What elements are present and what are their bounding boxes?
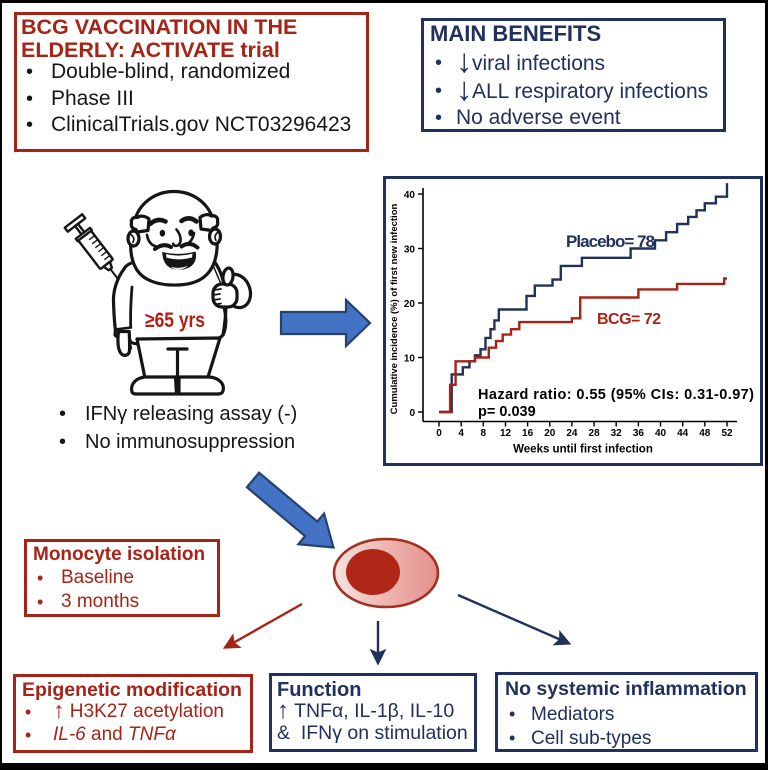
svg-text:40: 40 [404,190,416,201]
svg-text:12: 12 [500,428,512,439]
svg-text:16: 16 [522,428,534,439]
svg-text:4: 4 [458,428,464,439]
svg-text:40: 40 [655,428,667,439]
svg-text:Placebo= 78: Placebo= 78 [566,232,655,251]
svg-text:0: 0 [409,408,415,419]
svg-text:p= 0.039: p= 0.039 [478,404,536,420]
svg-text:28: 28 [589,428,601,439]
svg-text:Hazard ratio: 0.55 (95% CIs: 0: Hazard ratio: 0.55 (95% CIs: 0.31-0.97) [478,387,754,403]
svg-text:BCG= 72: BCG= 72 [597,311,661,328]
svg-text:30: 30 [404,245,416,256]
svg-text:48: 48 [699,428,711,439]
svg-text:52: 52 [721,428,733,439]
svg-text:20: 20 [544,428,556,439]
svg-text:Cumulative incidence (%) of fi: Cumulative incidence (%) of first new in… [389,204,400,415]
svg-text:Weeks until first infection: Weeks until first infection [513,444,653,456]
svg-text:≥65 yrs: ≥65 yrs [145,309,205,332]
svg-text:44: 44 [677,428,689,439]
svg-text:0: 0 [436,428,442,439]
svg-text:36: 36 [633,428,645,439]
svg-text:10: 10 [404,354,416,365]
svg-text:8: 8 [481,428,487,439]
svg-text:24: 24 [566,428,578,439]
svg-text:32: 32 [611,428,623,439]
svg-text:20: 20 [404,299,416,310]
